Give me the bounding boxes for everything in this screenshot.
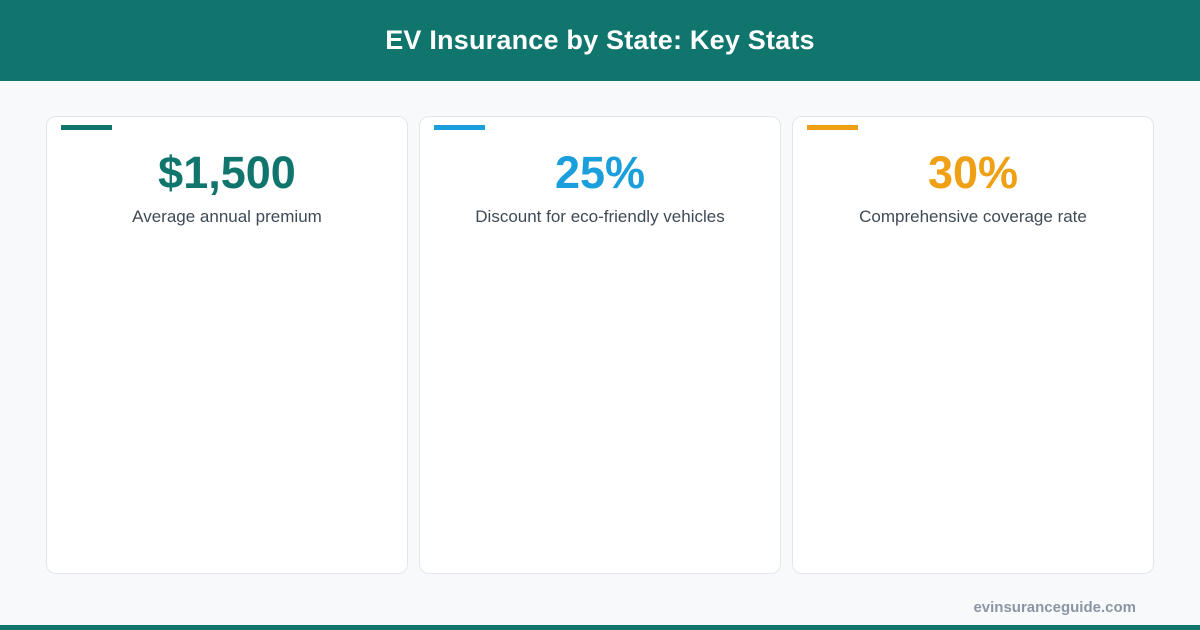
stat-value: 25% bbox=[554, 147, 646, 198]
stat-value: 30% bbox=[927, 147, 1019, 198]
header-banner: EV Insurance by State: Key Stats bbox=[0, 0, 1200, 81]
card-accent-bar bbox=[807, 125, 858, 130]
page-title: EV Insurance by State: Key Stats bbox=[385, 25, 815, 55]
stat-value: $1,500 bbox=[158, 147, 296, 198]
stat-card-coverage: 30% Comprehensive coverage rate bbox=[792, 116, 1154, 574]
stat-card-discount: 25% Discount for eco-friendly vehicles bbox=[419, 116, 781, 574]
stat-card-premium: $1,500 Average annual premium bbox=[46, 116, 408, 574]
card-accent-bar bbox=[61, 125, 112, 130]
stat-label: Comprehensive coverage rate bbox=[859, 207, 1087, 226]
footer-site-url[interactable]: evinsuranceguide.com bbox=[973, 599, 1136, 616]
bottom-accent-bar bbox=[0, 625, 1200, 630]
card-accent-bar bbox=[434, 125, 485, 130]
stat-label: Discount for eco-friendly vehicles bbox=[475, 207, 725, 226]
stat-label: Average annual premium bbox=[132, 207, 322, 226]
